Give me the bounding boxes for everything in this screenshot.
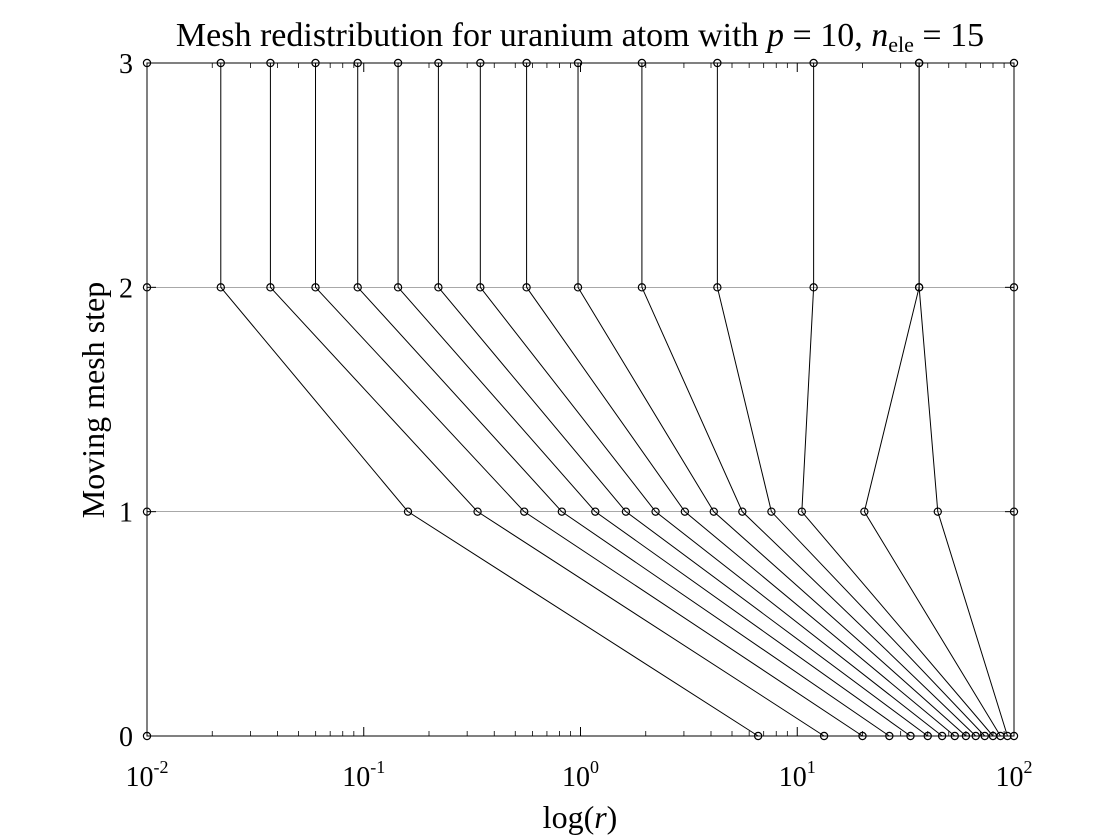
y-tick-label: 1: [119, 498, 133, 529]
node-trajectory-4: [357, 63, 890, 737]
node-marker-6-step-2: [434, 283, 443, 292]
node-marker-8-step-2: [522, 283, 531, 292]
node-trajectory-12: [801, 63, 994, 737]
mesh-node-trajectories: [146, 63, 1015, 737]
y-axis-label: Moving mesh step: [75, 282, 111, 518]
node-trajectory-11: [716, 63, 986, 737]
node-marker-1-step-2: [216, 283, 225, 292]
x-tick-label: 102: [996, 757, 1033, 793]
y-tick-label: 2: [119, 273, 133, 304]
y-gridlines: [147, 62, 1014, 737]
chart-title: Mesh redistribution for uranium atom wit…: [176, 17, 984, 57]
node-marker-12-step-1: [797, 507, 807, 516]
x-tick-label: 10-2: [126, 757, 169, 793]
node-marker-7-step-2: [476, 283, 485, 292]
node-marker-1-step-1: [403, 507, 413, 516]
x-axis-ticks: 10-2 10-1 100 101 102: [126, 63, 1033, 793]
x-tick-label: 100: [562, 757, 599, 793]
node-marker-11-step-2: [713, 283, 722, 292]
y-axis-ticks: 0 1 2 3: [119, 49, 1014, 753]
node-marker-14-step-1: [933, 507, 942, 516]
node-trajectory-7: [479, 63, 943, 737]
x-tick-label: 101: [779, 757, 816, 793]
node-trajectory-13: [863, 63, 1001, 737]
node-marker-14-step-2: [914, 283, 924, 292]
node-marker-5-step-2: [393, 283, 403, 292]
node-marker-4-step-1: [557, 507, 567, 516]
node-marker-6-step-1: [621, 507, 631, 516]
node-marker-5-step-1: [591, 507, 600, 516]
node-marker-7-step-1: [651, 507, 660, 516]
node-trajectory-9: [577, 63, 967, 737]
node-trajectory-6: [437, 63, 929, 737]
node-marker-13-step-1: [860, 507, 869, 516]
node-marker-3-step-2: [311, 283, 320, 292]
node-trajectory-5: [397, 63, 911, 737]
plot-area-frame: [146, 62, 1015, 737]
node-marker-10-step-2: [637, 283, 647, 292]
y-tick-label: 3: [119, 49, 133, 80]
node-marker-11-step-1: [767, 507, 776, 516]
node-marker-2-step-1: [473, 507, 482, 516]
x-axis-label: log(r): [543, 799, 618, 835]
y-tick-label: 0: [119, 722, 133, 753]
node-marker-4-step-2: [353, 283, 362, 292]
mesh-node-markers: [142, 58, 1019, 741]
x-tick-label: 10-1: [342, 757, 385, 793]
node-marker-9-step-2: [573, 283, 583, 292]
node-marker-10-step-1: [738, 507, 747, 516]
node-trajectory-8: [526, 63, 956, 737]
node-trajectory-1: [220, 63, 759, 737]
node-marker-2-step-2: [266, 283, 275, 292]
node-marker-12-step-2: [809, 283, 818, 292]
node-marker-9-step-1: [709, 507, 718, 516]
node-trajectory-3: [315, 63, 863, 737]
node-trajectory-2: [269, 63, 825, 737]
node-trajectory-14: [918, 63, 1008, 737]
node-trajectory-10: [641, 63, 977, 737]
node-marker-8-step-1: [680, 507, 690, 516]
node-marker-3-step-1: [520, 507, 529, 516]
